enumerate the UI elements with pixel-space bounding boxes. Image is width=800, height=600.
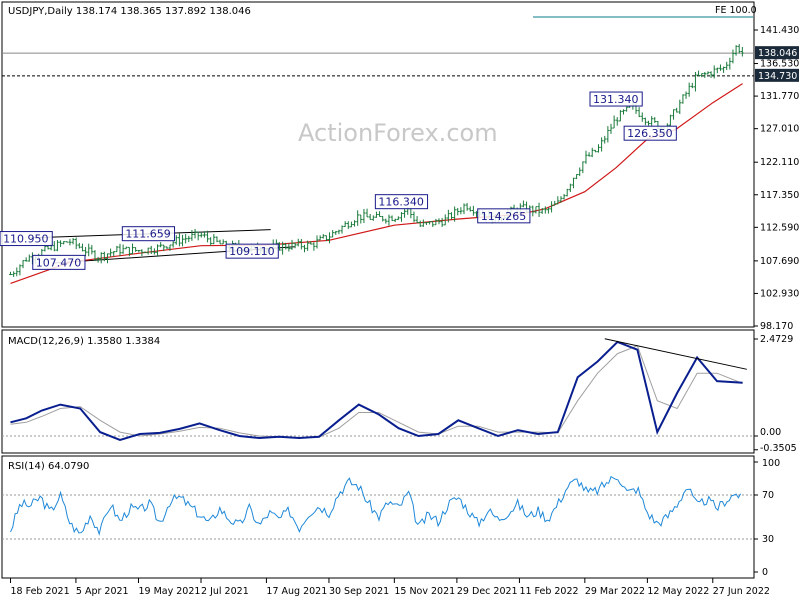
x-tick-label: 29 Mar 2022	[585, 586, 645, 597]
price-annotation-box	[32, 254, 86, 270]
price-y-tick-label: 127.010	[760, 124, 799, 135]
macd-y-tick-label: 0.00	[760, 427, 781, 438]
price-annotation-box	[0, 231, 53, 247]
price-annotation-box	[121, 226, 176, 242]
macd-trendline	[604, 338, 747, 370]
price-annotation-label: 131.340	[593, 93, 639, 106]
price-tag-label: 138.046	[758, 48, 797, 59]
price-annotation-label: 111.659	[125, 228, 171, 241]
x-tick-label: 18 Feb 2021	[11, 586, 70, 597]
price-tag-box	[755, 68, 799, 82]
price-annotation-box	[477, 208, 531, 224]
price-tag-box	[755, 46, 799, 60]
price-y-tick-label: 98.170	[760, 321, 793, 332]
price-y-tick-label: 107.690	[760, 256, 799, 267]
price-annotation-label: 109.110	[229, 245, 275, 258]
price-annotation-box	[623, 125, 677, 141]
price-y-tick-label: 136.530	[760, 59, 799, 70]
rsi-title: RSI(14) 64.0790	[8, 461, 89, 472]
macd-signal-line	[10, 345, 743, 439]
price-annotation-box	[589, 91, 643, 107]
x-tick-label: 19 May 2021	[138, 586, 200, 597]
rsi-line	[10, 475, 742, 536]
price-annotation-label: 126.350	[627, 127, 673, 140]
rsi-y-tick-label: 100	[762, 458, 780, 469]
rsi-panel-frame	[1, 455, 755, 579]
price-panel-frame	[1, 1, 755, 328]
price-annotation-box	[374, 194, 429, 210]
x-tick-label: 11 Feb 2022	[519, 586, 578, 597]
macd-y-tick-label: -0.3505	[760, 443, 797, 454]
x-tick-label: 17 Aug 2021	[266, 586, 327, 597]
rsi-y-tick-label: 0	[762, 567, 768, 578]
x-tick-label: 27 Jun 2022	[713, 586, 770, 597]
price-tag-label: 134.730	[758, 71, 797, 82]
x-tick-label: 5 Apr 2021	[76, 586, 129, 597]
x-tick-label: 2 Jul 2021	[201, 586, 249, 597]
x-tick-label: 30 Sep 2021	[329, 586, 389, 597]
price-annotation-box	[225, 243, 279, 259]
axes-group: 141.430 136.530 131.770 127.010 122.110 117.3…	[10, 25, 799, 597]
price-y-tick-label: 102.930	[760, 288, 799, 299]
price-annotation-label: 110.950	[3, 233, 49, 246]
x-tick-label: 15 Nov 2021	[394, 586, 455, 597]
rsi-y-tick-label: 70	[762, 490, 774, 501]
x-tick-label: 29 Dec 2021	[457, 586, 518, 597]
price-y-tick-label: 131.770	[760, 91, 799, 102]
rsi-y-tick-label: 30	[762, 534, 774, 545]
price-y-tick-label: 112.590	[760, 222, 799, 233]
price-annotation-label: 107.470	[36, 256, 82, 269]
x-tick-label: 12 May 2022	[647, 586, 709, 597]
macd-y-tick-label: 2.4729	[760, 334, 793, 345]
price-annotation-label: 114.265	[481, 210, 526, 223]
macd-panel-frame	[1, 329, 755, 454]
price-series-group: 110.950 107.470 111.659 109.110 116.340 114.2…	[0, 44, 754, 284]
macd-line	[10, 340, 743, 441]
price-y-tick-label: 117.350	[760, 190, 799, 201]
price-chart-title: USDJPY,Daily 138.174 138.365 137.892 138…	[8, 6, 251, 17]
price-y-tick-label: 122.110	[760, 157, 799, 168]
macd-series-group	[2, 338, 754, 441]
macd-title: MACD(12,26,9) 1.3580 1.3384	[8, 336, 160, 347]
price-annotation-label: 116.340	[378, 196, 424, 209]
price-y-tick-label: 141.430	[760, 25, 799, 36]
watermark: ActionForex.com	[298, 119, 498, 147]
rsi-series-group	[2, 475, 754, 540]
fe-label: FE 100.0	[715, 5, 757, 16]
